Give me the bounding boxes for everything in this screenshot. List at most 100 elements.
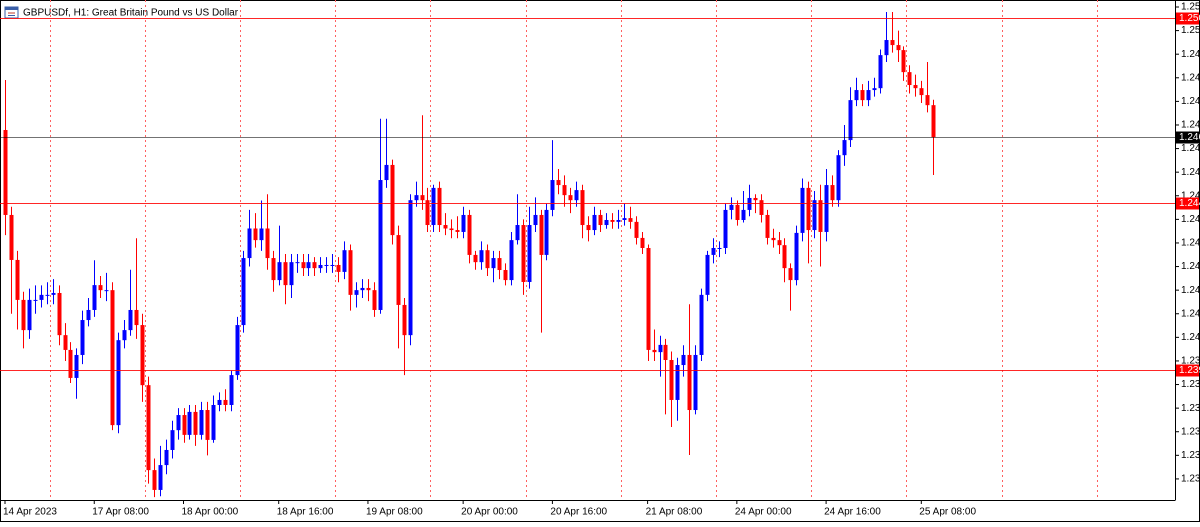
candle-body bbox=[104, 290, 109, 292]
candle-body bbox=[360, 287, 365, 291]
candle-body bbox=[771, 237, 776, 241]
candle-body bbox=[544, 209, 549, 255]
candle-body bbox=[652, 349, 657, 353]
candle-body bbox=[330, 264, 335, 266]
candle-body bbox=[289, 262, 294, 286]
candle-body bbox=[527, 225, 532, 282]
candle-body bbox=[562, 185, 567, 196]
y-tick-label: 1.24175 bbox=[1181, 285, 1200, 296]
candle-body bbox=[74, 354, 79, 378]
y-tick-label: 1.24025 bbox=[1181, 332, 1200, 343]
candle-body bbox=[408, 200, 413, 336]
candle-body bbox=[455, 230, 460, 232]
candle-body bbox=[658, 344, 663, 353]
candle-body bbox=[146, 385, 151, 471]
candle-body bbox=[848, 100, 853, 141]
candle-body bbox=[193, 411, 198, 435]
level-label-box bbox=[1176, 12, 1199, 25]
candle-body bbox=[187, 411, 192, 435]
y-tick-label: 1.24625 bbox=[1181, 143, 1200, 154]
candle-body bbox=[98, 285, 103, 291]
candle-body bbox=[110, 290, 115, 426]
candle-body bbox=[919, 88, 924, 96]
candle-body bbox=[443, 225, 448, 229]
candle-body bbox=[437, 187, 442, 226]
candle-body bbox=[396, 235, 401, 305]
candle-body bbox=[164, 449, 169, 466]
candle-body bbox=[884, 40, 889, 56]
candle-body bbox=[354, 290, 359, 295]
candle-body bbox=[497, 258, 502, 271]
candle-body bbox=[271, 258, 276, 281]
candle-body bbox=[9, 214, 14, 260]
candle-body bbox=[931, 105, 936, 138]
candle-body bbox=[128, 309, 133, 331]
level-label: 1.24452 bbox=[1179, 198, 1200, 209]
x-tick-label: 18 Apr 00:00 bbox=[182, 507, 239, 518]
candle-body bbox=[217, 399, 222, 405]
candle-body bbox=[336, 264, 341, 272]
y-tick-label: 1.24475 bbox=[1181, 190, 1200, 201]
candle-body bbox=[533, 214, 538, 226]
candle-body bbox=[574, 190, 579, 201]
candle-body bbox=[568, 195, 573, 201]
candle-body bbox=[348, 250, 353, 295]
candle-body bbox=[318, 264, 323, 269]
candle-body bbox=[229, 375, 234, 405]
x-tick-label: 24 Apr 00:00 bbox=[735, 507, 792, 518]
candle-body bbox=[699, 294, 704, 355]
candle-body bbox=[669, 359, 674, 400]
candle-body bbox=[800, 187, 805, 233]
level-label: 1.24661 bbox=[1179, 132, 1200, 143]
x-tick-label: 17 Apr 08:00 bbox=[92, 507, 149, 518]
candle-body bbox=[312, 262, 317, 269]
candle-body bbox=[580, 190, 585, 226]
level-label: 1.23922 bbox=[1179, 365, 1200, 376]
candle-body bbox=[21, 299, 26, 331]
candle-body bbox=[782, 245, 787, 269]
candle-body bbox=[253, 228, 258, 241]
candle-body bbox=[788, 268, 793, 281]
candle-body bbox=[777, 240, 782, 246]
candle-body bbox=[830, 185, 835, 201]
icon-bar bbox=[5, 7, 18, 10]
candle-body bbox=[539, 214, 544, 255]
candle-body bbox=[211, 404, 216, 440]
candle-body bbox=[479, 250, 484, 263]
x-tick-label: 21 Apr 08:00 bbox=[646, 507, 703, 518]
y-tick-label: 1.24100 bbox=[1181, 308, 1200, 319]
candle-body bbox=[901, 50, 906, 73]
candle-body bbox=[51, 292, 56, 295]
candle-body bbox=[390, 164, 395, 236]
candle-body bbox=[824, 185, 829, 232]
candle-body bbox=[717, 247, 722, 249]
candle-body bbox=[199, 410, 204, 435]
candle-body bbox=[711, 247, 716, 255]
candle-body bbox=[259, 228, 264, 241]
chart-title: GBPUSDf, H1: Great Britain Pound vs US D… bbox=[23, 8, 239, 19]
candle-body bbox=[45, 294, 50, 296]
candle-body bbox=[57, 292, 62, 336]
candle-body bbox=[152, 470, 157, 490]
candle-body bbox=[449, 228, 454, 231]
candle-body bbox=[80, 320, 85, 355]
candle-body bbox=[628, 218, 633, 222]
candle-body bbox=[842, 140, 847, 156]
candle-body bbox=[515, 225, 520, 241]
candle-body bbox=[509, 240, 514, 281]
candle-body bbox=[693, 354, 698, 411]
level-label-box bbox=[1176, 197, 1199, 210]
candle-body bbox=[592, 214, 597, 231]
candle-body bbox=[176, 415, 181, 431]
candle-body bbox=[431, 187, 436, 226]
candle-body bbox=[205, 410, 210, 440]
y-tick-label: 1.24550 bbox=[1181, 167, 1200, 178]
candle-body bbox=[182, 415, 187, 435]
candle-body bbox=[33, 299, 38, 301]
y-tick-label: 1.23575 bbox=[1181, 474, 1200, 485]
candle-body bbox=[663, 344, 668, 360]
candle-body bbox=[372, 290, 377, 310]
candle-body bbox=[140, 325, 145, 386]
candle-body bbox=[491, 258, 496, 269]
